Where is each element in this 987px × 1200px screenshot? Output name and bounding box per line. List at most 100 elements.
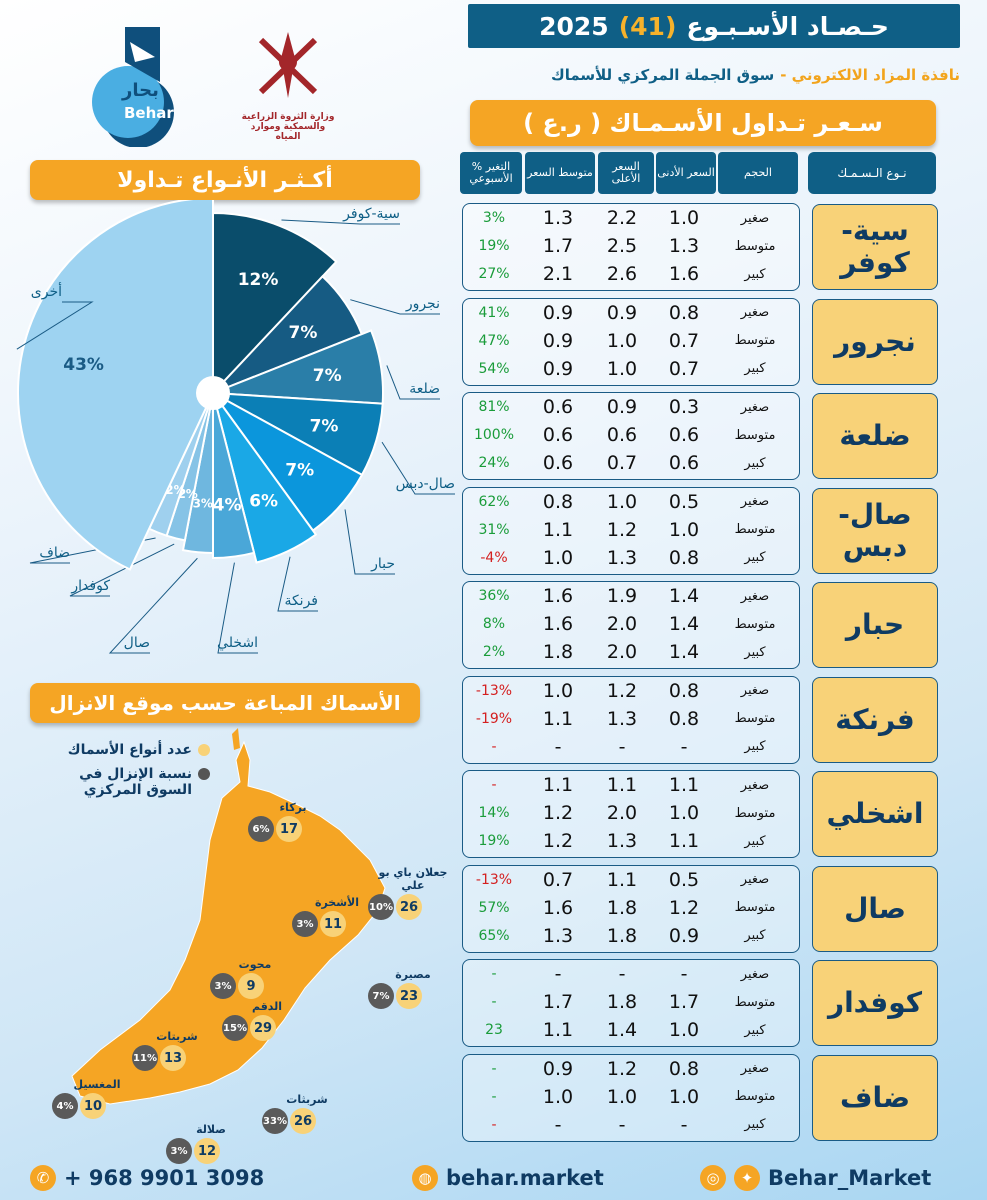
size-label: صغير — [740, 683, 770, 698]
pie-leader-line — [281, 219, 400, 225]
max-price: 2.0 — [606, 613, 638, 635]
legend-share-label-2: السوق المركزي — [83, 782, 192, 798]
size-label: صغير — [740, 872, 770, 887]
size-label: كبير — [744, 644, 766, 660]
map-site: شربثات 33% 26 — [262, 1093, 372, 1137]
site-count-badge: 29 — [250, 1015, 276, 1041]
fish-name-box: صال- دبس — [812, 487, 938, 574]
min-price: 1.2 — [668, 896, 700, 919]
price-row: 8% 1.6 2.0 1.4 متوسط — [463, 610, 799, 638]
pie-value-label: 6% — [249, 492, 278, 512]
map-site: المغسيل 4% 10 — [52, 1078, 162, 1122]
site-share-badge: 6% — [248, 816, 274, 842]
ministry-name-2: والسمكية وموارد المياه — [250, 122, 326, 142]
site-share-badge: 7% — [368, 983, 394, 1009]
avg-price: 0.7 — [542, 868, 574, 891]
price-row: - 1.1 1.1 1.1 صغير — [463, 771, 799, 799]
site-name: مصيرة — [395, 968, 431, 981]
site-name: شربتات — [156, 1030, 198, 1043]
avg-price: 0.9 — [542, 1057, 574, 1080]
min-price: 0.7 — [668, 357, 700, 380]
max-price: 0.9 — [606, 396, 638, 418]
pie-leader-line — [381, 441, 455, 495]
header-max-price: السعر الأعلى — [598, 152, 654, 194]
pie-category-label: سية-كوفر — [342, 206, 400, 222]
price-group: - - - - صغير - 1.7 1.8 1.7 متوسط 23 1.1 1.4 1.0 كبير — [462, 959, 800, 1047]
min-price: 0.8 — [668, 707, 700, 730]
price-group: 3% 1.3 2.2 1.0 صغير 19% 1.7 2.5 1.3 متوسط 27% 2.1 2.… — [462, 203, 800, 291]
pie-value-label: 2% — [165, 483, 185, 497]
min-price: 1.0 — [668, 207, 700, 229]
weekly-change: -13% — [475, 871, 513, 888]
avg-price: 1.0 — [542, 546, 574, 569]
weekly-change: - — [491, 1088, 497, 1105]
price-row: - 0.9 1.2 0.8 صغير — [463, 1055, 799, 1083]
price-row: -4% 1.0 1.3 0.8 كبير — [463, 544, 799, 572]
week-number: (41) — [618, 11, 677, 41]
site-share-badge: 33% — [262, 1108, 288, 1134]
max-price: - — [618, 963, 626, 985]
price-row: 62% 0.8 1.0 0.5 صغير — [463, 488, 799, 516]
site-count-badge: 26 — [396, 894, 422, 920]
week-title: حـصـاد الأسـبـوع — [686, 11, 889, 41]
weekly-change: -19% — [475, 710, 513, 727]
weekly-change: 24% — [478, 455, 510, 471]
min-price: 0.8 — [668, 301, 700, 324]
header-fish-type: نـوع الـسـمـك — [808, 152, 936, 194]
min-price: 1.4 — [668, 641, 700, 663]
max-price: 0.6 — [606, 424, 638, 446]
max-price: 1.8 — [606, 924, 638, 947]
min-price: 1.6 — [668, 263, 700, 285]
pie-category-label: نجرور — [405, 296, 440, 312]
min-price: 1.0 — [668, 1019, 700, 1041]
max-price: 1.0 — [606, 490, 638, 513]
footer-social[interactable]: ◎ ✦ Behar_Market — [700, 1160, 931, 1196]
size-label: متوسط — [734, 333, 776, 348]
max-price: 2.6 — [606, 263, 638, 285]
footer-phone[interactable]: ✆ + 968 9901 3098 — [30, 1160, 264, 1196]
pie-leader-line — [16, 301, 94, 350]
min-price: 0.6 — [668, 424, 700, 446]
phone-number: + 968 9901 3098 — [64, 1166, 265, 1190]
site-count-badge: 26 — [290, 1108, 316, 1134]
max-price: 1.0 — [606, 329, 638, 352]
size-label: كبير — [744, 361, 766, 376]
min-price: 1.0 — [668, 1085, 700, 1108]
pie-category-label: صال — [124, 635, 150, 651]
size-label: متوسط — [734, 1089, 776, 1104]
price-row: -19% 1.1 1.3 0.8 متوسط — [463, 705, 799, 733]
site-name: المغسيل — [73, 1078, 121, 1091]
legend-count-label: عدد أنواع الأسماك — [67, 742, 192, 758]
fish-name-box: اشخلي — [812, 771, 938, 857]
avg-price: 1.1 — [542, 707, 574, 730]
weekly-change: -4% — [480, 549, 508, 566]
pie-category-label: صال-دبس — [396, 476, 455, 492]
behar-name-ar: بحار — [122, 80, 159, 101]
max-price: - — [618, 735, 626, 758]
website-text: behar.market — [446, 1166, 604, 1190]
pie-section-title: أكـثـر الأنـواع تـداولا — [30, 160, 420, 200]
pie-center-hole — [196, 376, 230, 410]
price-row: 19% 1.7 2.5 1.3 متوسط — [463, 232, 799, 260]
max-price: 1.0 — [606, 1085, 638, 1108]
pie-slice — [17, 200, 214, 571]
max-price: 2.0 — [606, 802, 638, 824]
site-name: محوت — [238, 958, 272, 971]
site-count-badge: 9 — [238, 973, 264, 999]
week-year: 2025 — [539, 11, 609, 41]
size-label: صغير — [740, 494, 770, 509]
min-price: 1.4 — [668, 613, 700, 635]
price-row: - - - - صغير — [463, 960, 799, 988]
fish-name-box: ضاف — [812, 1054, 938, 1141]
fish-name-box: حبار — [812, 582, 938, 668]
avg-price: - — [554, 963, 562, 985]
site-share-badge: 15% — [222, 1015, 248, 1041]
max-price: 1.2 — [606, 1057, 638, 1080]
pie-leader-line — [386, 365, 440, 400]
price-row: - - - - كبير — [463, 1111, 799, 1139]
price-group: 62% 0.8 1.0 0.5 صغير 31% 1.1 1.2 1.0 متوسط -4% 1.0 1… — [462, 486, 800, 575]
avg-price: 2.1 — [542, 263, 574, 285]
pie-value-label: 43% — [63, 355, 104, 375]
size-label: صغير — [740, 305, 770, 320]
footer-website[interactable]: ◍ behar.market — [412, 1160, 604, 1196]
